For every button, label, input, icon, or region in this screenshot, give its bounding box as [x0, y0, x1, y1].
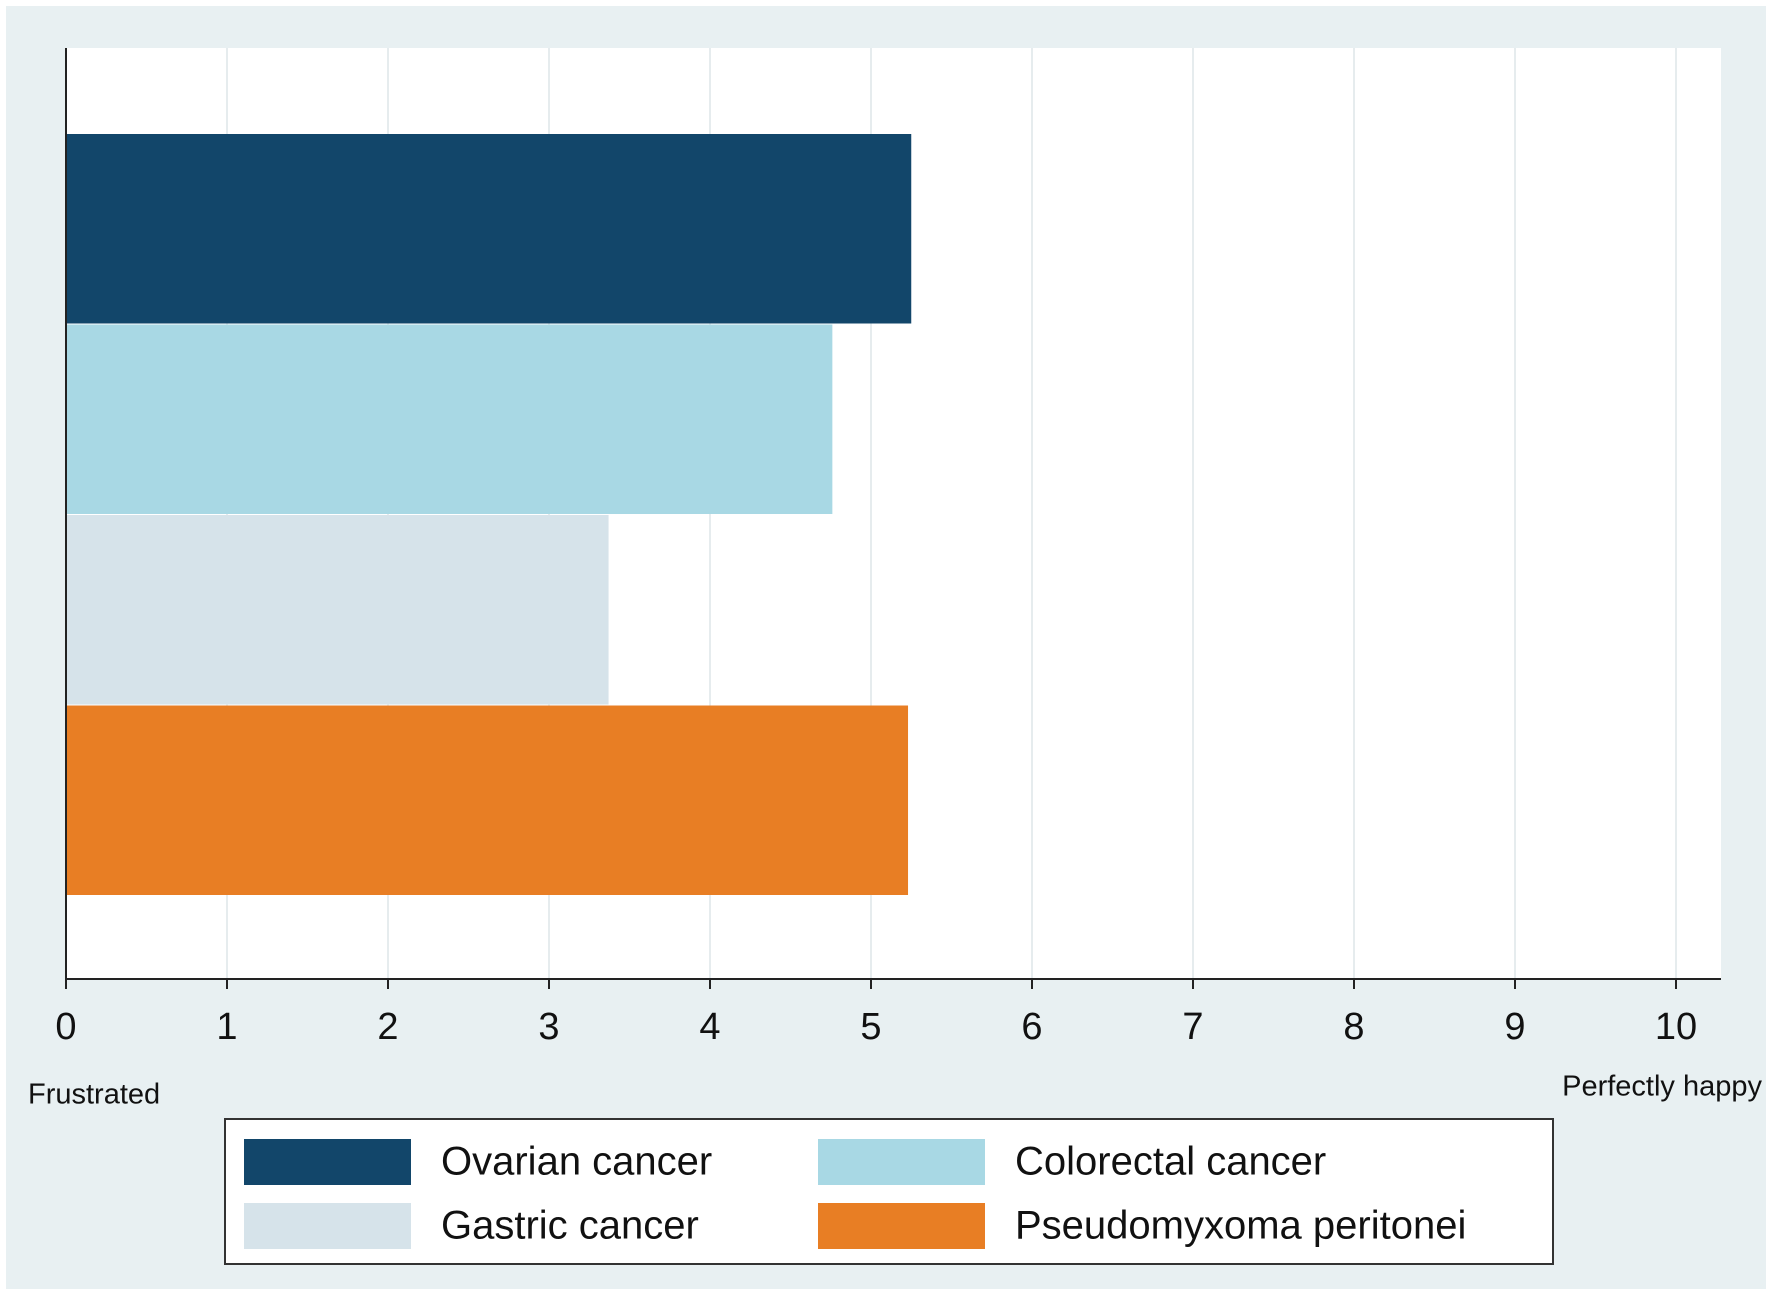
- annotation-right: Perfectly happy: [1562, 1071, 1762, 1103]
- legend-label: Ovarian cancer: [441, 1140, 712, 1184]
- legend-label: Colorectal cancer: [1015, 1140, 1326, 1184]
- legend-swatch: [244, 1139, 411, 1185]
- x-tick-label: 10: [1655, 1006, 1697, 1048]
- x-tick-label: 8: [1343, 1006, 1364, 1048]
- legend-label: Pseudomyxoma peritonei: [1015, 1204, 1466, 1248]
- x-tick-label: 6: [1021, 1006, 1042, 1048]
- legend-swatch: [818, 1203, 985, 1249]
- legend-label: Gastric cancer: [441, 1204, 699, 1248]
- legend-swatch: [818, 1139, 985, 1185]
- legend-swatch: [244, 1203, 411, 1249]
- bar: [66, 324, 833, 514]
- x-tick-label: 4: [699, 1006, 720, 1048]
- bar: [66, 515, 609, 705]
- x-tick-label: 0: [55, 1006, 76, 1048]
- bar: [66, 705, 909, 895]
- x-tick-label: 3: [538, 1006, 559, 1048]
- bar: [66, 134, 912, 324]
- x-tick-label: 1: [216, 1006, 237, 1048]
- x-tick-label: 2: [377, 1006, 398, 1048]
- x-tick-label: 7: [1182, 1006, 1203, 1048]
- annotation-left: Frustrated: [28, 1079, 160, 1111]
- x-tick-label: 5: [860, 1006, 881, 1048]
- x-tick-label: 9: [1504, 1006, 1525, 1048]
